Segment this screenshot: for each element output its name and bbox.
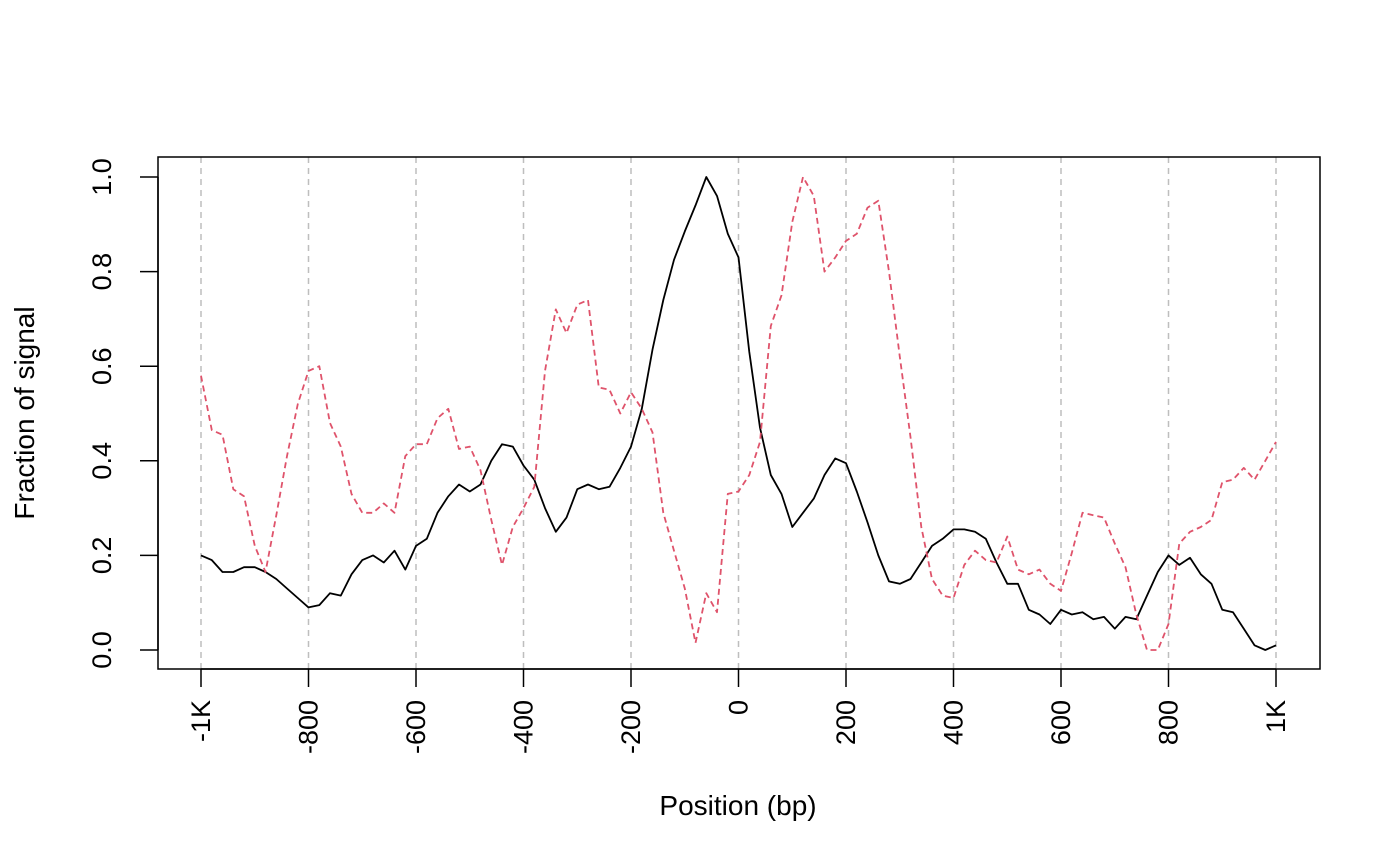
gridlines xyxy=(200,157,1277,669)
series-line-1 xyxy=(200,176,1277,651)
series-lines xyxy=(200,176,1277,651)
x-tick-label-3: -400 xyxy=(509,700,539,754)
y-tick-label-5: 1.0 xyxy=(87,158,117,196)
x-tick-label-9: 800 xyxy=(1154,700,1184,745)
x-tick-label-5: 0 xyxy=(724,700,754,715)
y-tick-label-2: 0.4 xyxy=(87,442,117,480)
y-tick-label-0: 0.0 xyxy=(87,631,117,669)
x-tick-label-0: -1K xyxy=(186,700,216,742)
x-axis: -1K -800 -600 -400 -200 0 200 400 600 800 1K xyxy=(186,668,1291,754)
x-tick-label-1: -800 xyxy=(294,700,324,754)
y-tick-label-3: 0.6 xyxy=(87,347,117,385)
y-axis-title: Fraction of signal xyxy=(9,306,40,519)
x-tick-label-4: -200 xyxy=(616,700,646,754)
x-tick-label-7: 400 xyxy=(939,700,969,745)
y-axis: 0.0 0.2 0.4 0.6 0.8 1.0 xyxy=(87,158,159,669)
series-line-2 xyxy=(200,176,1277,651)
x-tick-label-6: 200 xyxy=(831,700,861,745)
x-axis-title: Position (bp) xyxy=(659,790,816,821)
x-tick-label-8: 600 xyxy=(1046,700,1076,745)
y-tick-label-1: 0.2 xyxy=(87,537,117,575)
x-tick-label-10: 1K xyxy=(1261,700,1291,733)
x-tick-label-2: -600 xyxy=(401,700,431,754)
y-tick-label-4: 0.8 xyxy=(87,253,117,291)
